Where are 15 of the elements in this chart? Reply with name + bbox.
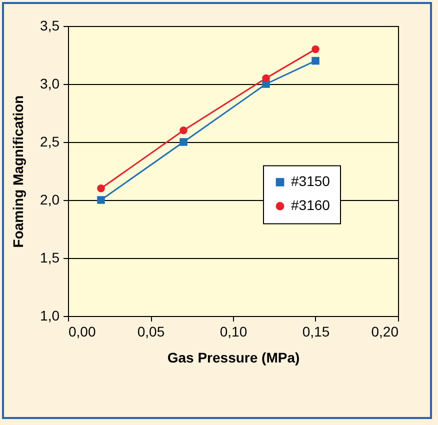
legend-label: #3160: [291, 197, 330, 214]
y-tick-label: 2,0: [40, 192, 60, 208]
x-tick-label: 0,05: [137, 324, 165, 340]
y-tick-label: 3,0: [40, 76, 60, 92]
y-tick-label: 1,5: [40, 250, 60, 266]
x-tick-label: 0,10: [220, 324, 248, 340]
x-axis-title: Gas Pressure (MPa): [167, 350, 300, 366]
y-tick-label: 3,5: [40, 18, 60, 34]
x-tick-label: 0,20: [371, 324, 399, 340]
x-tick-label: 0,00: [68, 324, 96, 340]
x-tick-label: 0,15: [302, 324, 330, 340]
y-tick-label: 1,0: [40, 308, 60, 324]
y-tick-label: 2,5: [40, 134, 60, 150]
y-axis-title: Foaming Magnification: [10, 95, 26, 248]
legend-label: #3150: [291, 173, 330, 190]
